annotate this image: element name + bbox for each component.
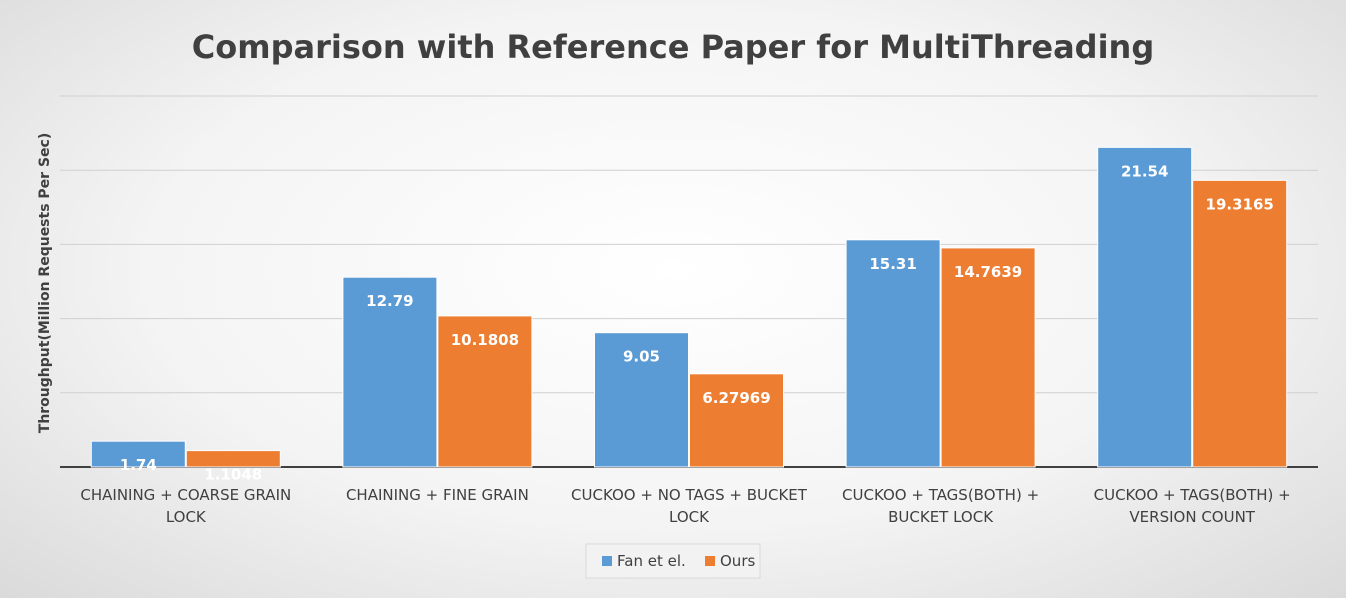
bar-ours (940, 247, 1036, 468)
x-tick-label: BUCKET LOCK (888, 508, 994, 526)
bar-fan (1097, 146, 1193, 468)
chart-title: Comparison with Reference Paper for Mult… (192, 28, 1154, 66)
x-tick-label: CHAINING + COARSE GRAIN (80, 486, 291, 504)
x-tick-label: VERSION COUNT (1129, 508, 1255, 526)
x-tick-label: LOCK (669, 508, 710, 526)
bar-data-label: 19.3165 (1206, 195, 1274, 213)
bar-data-label: 1.1048 (204, 466, 262, 484)
bars: 1.74 1.1048 12.79 10.1808 9.05 6.27969 15.31 14… (90, 146, 1288, 484)
bar-data-label: 15.31 (869, 255, 916, 273)
legend-swatch (602, 556, 612, 566)
x-axis-tick-labels: CHAINING + COARSE GRAIN LOCK CHAINING + FI… (80, 486, 1290, 526)
x-tick-label: CUCKOO + TAGS(BOTH) + (842, 486, 1039, 504)
bar-ours (437, 315, 533, 468)
bar-fan (845, 239, 941, 468)
bar-data-label: 12.79 (366, 292, 413, 310)
bar-data-label: 9.05 (623, 348, 660, 366)
bar-ours (1192, 179, 1288, 468)
bar-data-label: 1.74 (120, 456, 157, 474)
bar-fan (594, 332, 689, 468)
x-tick-label: CHAINING + FINE GRAIN (346, 486, 529, 504)
legend-label: Ours (720, 552, 755, 570)
x-tick-label: CUCKOO + TAGS(BOTH) + (1094, 486, 1291, 504)
bar-fan (342, 276, 438, 468)
legend-label: Fan et el. (617, 552, 686, 570)
legend: Fan et el. Ours (585, 543, 761, 579)
legend-box (585, 543, 761, 579)
x-tick-label: CUCKOO + NO TAGS + BUCKET (571, 486, 808, 504)
y-axis-label: Throughput(Million Requests Per Sec) (37, 133, 53, 433)
bar-data-label: 6.27969 (702, 389, 770, 407)
bar-ours (689, 373, 784, 468)
bar-data-label: 10.1808 (451, 331, 519, 349)
bar-ours (185, 450, 281, 468)
bar-data-label: 14.7639 (954, 263, 1022, 281)
x-tick-label: LOCK (166, 508, 207, 526)
bar-data-label: 21.54 (1121, 162, 1168, 180)
legend-swatch (705, 556, 715, 566)
bar-fan (90, 440, 186, 468)
